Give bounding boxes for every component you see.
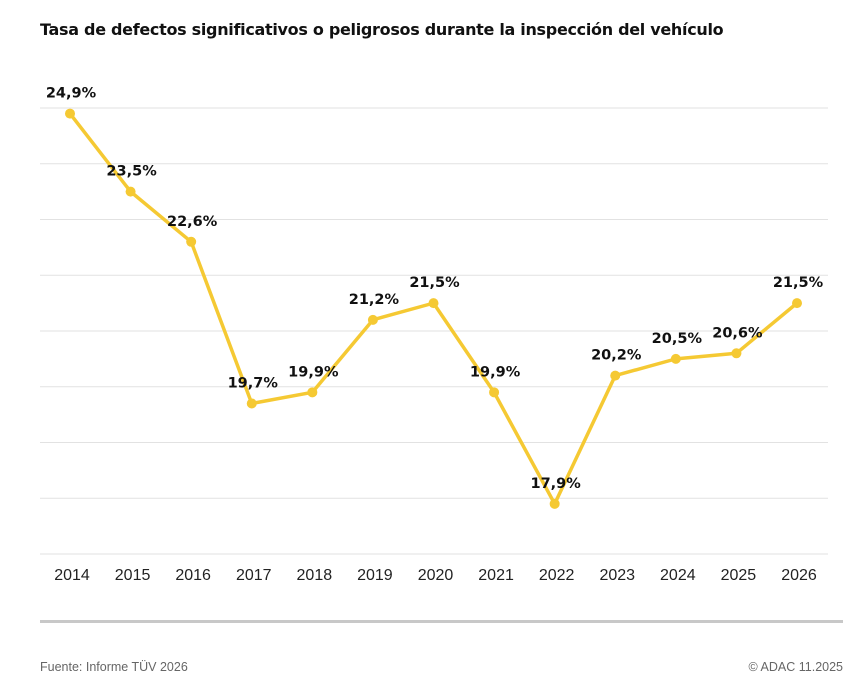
x-tick-label: 2019: [357, 567, 393, 584]
data-point: [489, 387, 500, 398]
data-label: 20,2%: [591, 348, 642, 364]
data-label: 21,5%: [409, 275, 460, 291]
data-point: [670, 353, 681, 364]
data-point: [731, 348, 742, 359]
source-note: Fuente: Informe TÜV 2026: [40, 660, 188, 674]
x-tick-label: 2017: [236, 567, 272, 584]
x-tick-label: 2014: [54, 567, 90, 584]
data-label: 20,5%: [652, 331, 703, 347]
data-label: 20,6%: [712, 325, 763, 341]
data-label: 17,9%: [531, 476, 582, 492]
series-line: [68, 112, 799, 506]
x-tick-label: 2026: [781, 567, 817, 584]
x-tick-label: 2024: [660, 567, 696, 584]
data-label: 24,9%: [46, 86, 97, 102]
x-tick-label: 2015: [115, 567, 151, 584]
x-tick-label: 2023: [599, 567, 635, 584]
x-tick-label: 2025: [721, 567, 757, 584]
data-point: [65, 108, 75, 119]
data-point: [186, 236, 197, 247]
copyright-note: © ADAC 11.2025: [748, 660, 843, 674]
x-tick-label: 2022: [539, 567, 575, 584]
data-label: 21,5%: [773, 275, 824, 291]
data-point: [367, 314, 378, 325]
x-tick-label: 2020: [418, 567, 454, 584]
data-point: [792, 298, 802, 309]
data-label: 19,9%: [288, 364, 339, 380]
data-point: [610, 370, 621, 381]
data-point: [307, 387, 318, 398]
data-label: 21,2%: [349, 292, 400, 308]
data-point: [549, 498, 560, 509]
data-label: 19,7%: [228, 375, 279, 391]
data-label: 22,6%: [167, 214, 218, 230]
data-label: 23,5%: [106, 164, 157, 180]
x-tick-label: 2021: [478, 567, 514, 584]
data-point: [428, 298, 439, 309]
data-point: [246, 398, 257, 409]
chart-title: Tasa de defectos significativos o peligr…: [40, 20, 724, 39]
divider: [40, 620, 843, 623]
data-point: [125, 186, 136, 197]
x-tick-label: 2018: [297, 567, 333, 584]
x-tick-label: 2016: [175, 567, 211, 584]
data-label: 19,9%: [470, 364, 521, 380]
